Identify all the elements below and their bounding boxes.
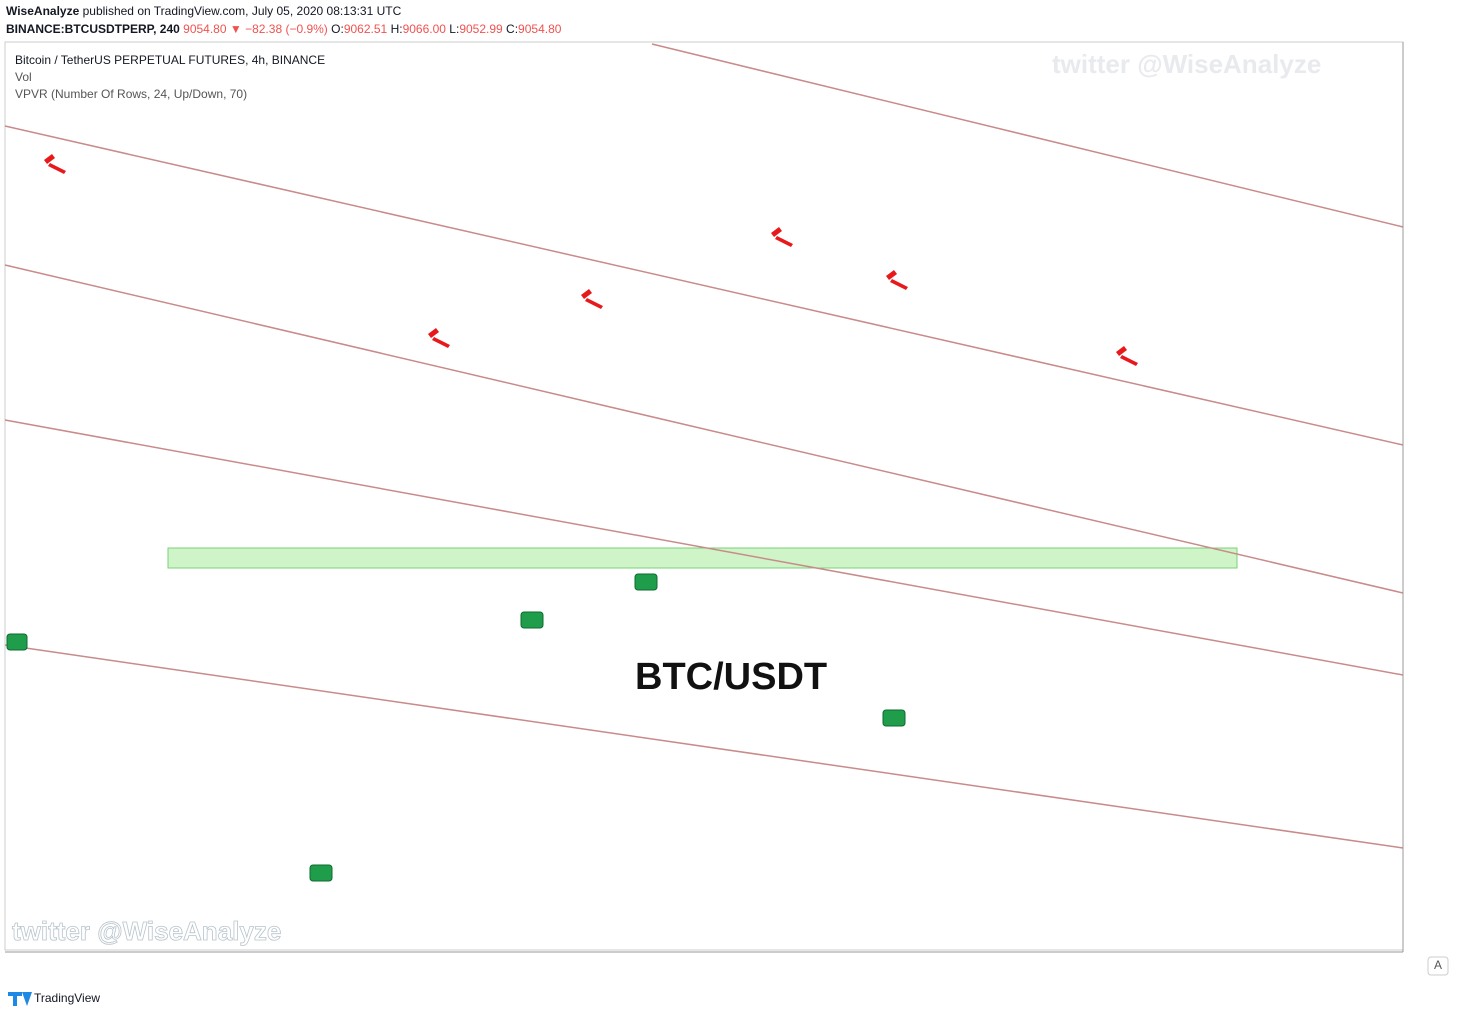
buy-marker — [309, 864, 333, 882]
trend-line — [4, 125, 1404, 446]
trend-line — [4, 264, 1404, 594]
ohlc-value: 9066.00 — [402, 22, 446, 36]
plot-frame — [4, 41, 1404, 951]
ohlc-value: 9052.99 — [459, 22, 503, 36]
ohlc-value: 9054.80 — [518, 22, 562, 36]
ohlc-key: C: — [506, 22, 519, 36]
trend-lines — [4, 43, 1404, 849]
sell-markers — [44, 154, 1138, 366]
buy-markers — [6, 573, 906, 882]
sell-marker — [886, 270, 908, 290]
trend-line — [4, 419, 1404, 676]
support-zone — [167, 547, 1238, 569]
ohlc-key: L: — [449, 22, 460, 36]
ohlc-value: 9062.51 — [343, 22, 388, 36]
buy-marker — [520, 611, 544, 629]
annotation: BTC/USDT — [635, 656, 827, 698]
chart-title: Bitcoin / TetherUS PERPETUAL FUTURES, 4h… — [15, 53, 325, 67]
quote: 9054.80 ▼ −82.38 (−0.9%) — [183, 22, 328, 36]
published: published on TradingView.com, July 05, 2… — [82, 4, 402, 18]
indicator: VPVR (Number Of Rows, 24, Up/Down, 70) — [15, 87, 247, 101]
ohlc-key: O: — [331, 22, 344, 36]
trend-line — [4, 644, 1404, 849]
brand: TradingView — [34, 991, 100, 1005]
publish-line: WiseAnalyze published on TradingView.com… — [6, 4, 401, 18]
trend-line — [651, 43, 1404, 228]
ohlc: O:9062.51 H:9066.00 L:9052.99 C:9054.80 — [331, 22, 561, 36]
logo — [8, 992, 32, 1006]
buy-marker — [634, 573, 658, 591]
sell-marker — [428, 328, 450, 348]
scale-button-label: A — [1434, 958, 1442, 972]
scale-button[interactable] — [1427, 956, 1449, 976]
sell-marker — [771, 227, 793, 247]
sell-marker — [44, 154, 66, 174]
sell-marker — [581, 289, 603, 309]
publisher: WiseAnalyze — [6, 4, 80, 18]
sell-marker — [1116, 346, 1138, 366]
watermark: twitter @WiseAnalyze — [12, 916, 281, 946]
buy-marker — [6, 633, 28, 651]
ohlc-key: H: — [390, 22, 403, 36]
symbol: BINANCE:BTCUSDTPERP, 240 — [6, 22, 180, 36]
buy-marker — [882, 709, 906, 727]
indicator: Vol — [15, 70, 32, 84]
quote-line: BINANCE:BTCUSDTPERP, 240 9054.80 ▼ −82.3… — [6, 22, 561, 36]
watermark: twitter @WiseAnalyze — [1052, 49, 1321, 79]
